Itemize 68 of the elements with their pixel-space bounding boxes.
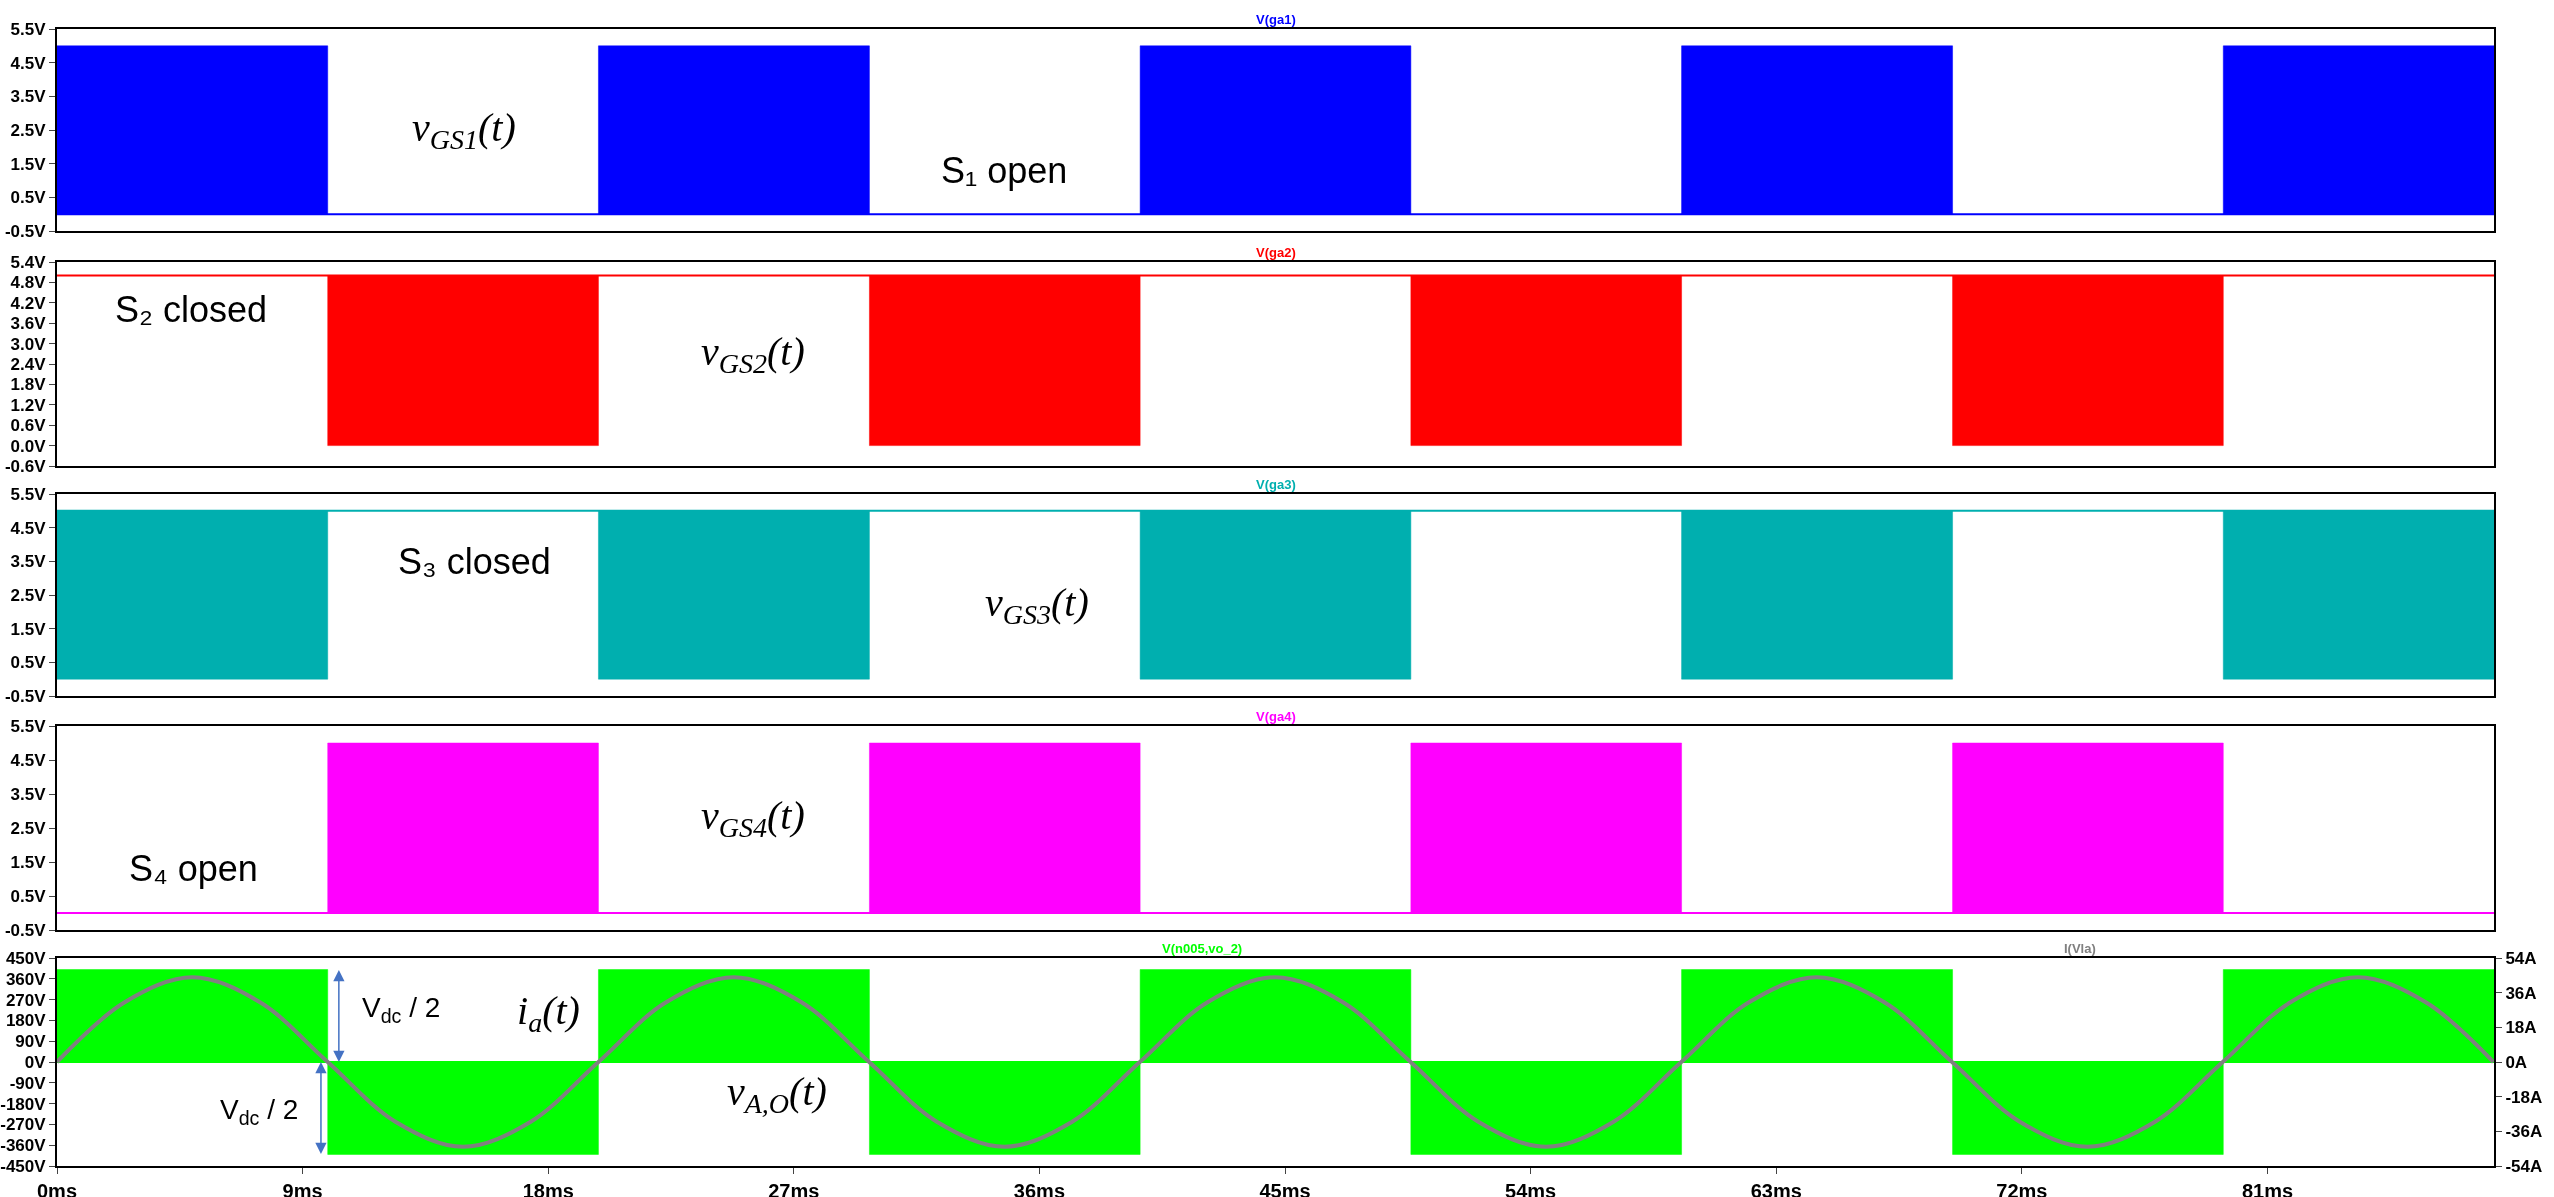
- y-tick-label: 1.5V: [10, 852, 47, 872]
- y-tick-label: 4.8V: [10, 273, 47, 293]
- y-tick-label: 2.5V: [10, 120, 47, 140]
- y-tick-label: 2.5V: [10, 585, 47, 605]
- series-label: V(ga2): [1256, 245, 1296, 260]
- y-tick-label: 5.5V: [10, 716, 47, 736]
- y-tick-label: 3.5V: [10, 552, 47, 572]
- y-tick-label: 3.6V: [10, 314, 47, 334]
- y-tick-label: 270V: [5, 990, 47, 1010]
- y-tick-label: 4.5V: [10, 750, 47, 770]
- y-tick-label: 1.5V: [10, 619, 47, 639]
- text: V(n005,vo_2): [1162, 941, 1243, 956]
- text: V(ga1): [1256, 12, 1296, 27]
- annotation: S₂ closed: [115, 289, 268, 330]
- y-tick-label: 4.5V: [10, 53, 47, 73]
- y-tick-label: 2.5V: [10, 818, 47, 838]
- y-tick-label: -90V: [9, 1073, 47, 1093]
- y-tick-label: -180V: [0, 1094, 47, 1114]
- text: I(Vla): [2064, 941, 2096, 956]
- y-tick-label: 0.0V: [10, 436, 47, 456]
- y-tick-label: -270V: [0, 1115, 47, 1135]
- y-tick-label: -360V: [0, 1136, 47, 1156]
- annotation: S₁ open: [941, 150, 1068, 191]
- annotation: v$_{GS4}$(t): [701, 793, 805, 844]
- y-tick-label: -0.5V: [4, 920, 47, 940]
- series-label: V(ga3): [1256, 477, 1296, 492]
- annotation: S₃ closed: [398, 541, 551, 582]
- y-tick-label: 1.5V: [10, 154, 47, 174]
- y-tick-label: 0.5V: [10, 886, 47, 906]
- annotation: v$_{A,O}$(t): [727, 1069, 827, 1120]
- y2-tick-label: 0A: [2505, 1052, 2528, 1072]
- y-tick-label: 3.5V: [10, 784, 47, 804]
- y-tick-label: 90V: [15, 1032, 47, 1052]
- annotation: V$_{dc}$ / 2: [220, 1094, 299, 1129]
- y-tick-label: 0.5V: [10, 188, 47, 208]
- y2-tick-label: 36A: [2505, 983, 2537, 1003]
- y-tick-label: 4.2V: [10, 293, 47, 313]
- y-tick-label: -0.5V: [4, 221, 47, 241]
- y-tick-label: 0V: [24, 1052, 47, 1072]
- y2-tick-label: 18A: [2505, 1018, 2537, 1038]
- text: V(ga4): [1256, 709, 1296, 724]
- y-tick-label: -0.6V: [4, 456, 47, 476]
- y-tick-label: 5.5V: [10, 19, 47, 39]
- y2-tick-label: -18A: [2505, 1087, 2543, 1107]
- y-tick-label: 2.4V: [10, 354, 47, 374]
- y-tick-label: 4.5V: [10, 518, 47, 538]
- y-tick-label: 360V: [5, 969, 47, 989]
- y-tick-label: 0.5V: [10, 653, 47, 673]
- y-tick-label: 5.4V: [10, 252, 47, 272]
- annotation: S₄ open: [129, 848, 258, 889]
- y-tick-label: 1.8V: [10, 375, 47, 395]
- y-tick-label: 3.0V: [10, 334, 47, 354]
- annotation: V$_{dc}$ / 2: [362, 992, 441, 1027]
- y-tick-label: 0.6V: [10, 416, 47, 436]
- y-tick-label: 1.2V: [10, 395, 47, 415]
- annotation: v$_{GS3}$(t): [985, 580, 1089, 631]
- y2-tick-label: -54A: [2505, 1156, 2543, 1176]
- y-tick-label: 450V: [5, 948, 47, 968]
- y-tick-label: 5.5V: [10, 484, 47, 504]
- annotation: v$_{GS2}$(t): [701, 329, 805, 380]
- y-tick-label: -450V: [0, 1156, 47, 1176]
- y2-tick-label: -36A: [2505, 1122, 2543, 1142]
- annotation: v$_{GS1}$(t): [412, 105, 516, 156]
- y-tick-label: 180V: [5, 1011, 47, 1031]
- annotation: i$_{a}$(t): [517, 988, 580, 1039]
- y2-tick-label: 54A: [2505, 948, 2537, 968]
- y-tick-label: 3.5V: [10, 87, 47, 107]
- y-tick-label: -0.5V: [4, 686, 47, 706]
